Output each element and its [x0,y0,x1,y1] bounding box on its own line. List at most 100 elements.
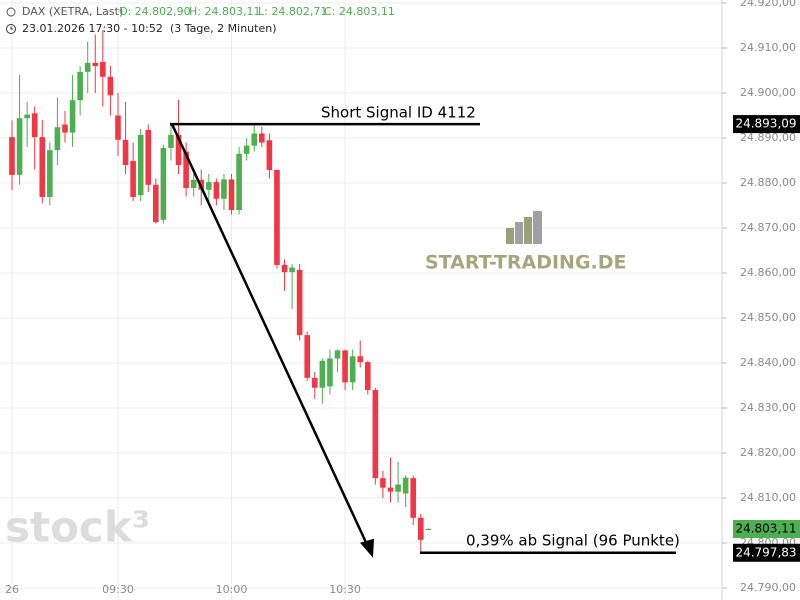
candle-body [206,182,212,190]
x-tick-label: 10:30 [329,583,361,596]
candle-body [243,145,250,154]
y-tick-label: 24.790,00 [740,581,796,594]
candle-body [47,150,53,197]
candle-body [319,360,326,388]
arrow-head [360,538,374,558]
candle-body [39,137,46,197]
logo-bar [506,228,514,244]
candle-body [372,389,379,479]
candle-body [349,356,356,383]
candle-body [69,100,76,133]
candle-body [402,477,409,494]
candle-body [312,377,318,388]
candle-body [137,134,144,196]
candle-body [281,264,288,273]
candle-body [31,113,38,138]
candle-body [122,139,129,166]
price-badge [733,115,800,134]
candle-body [296,269,303,336]
annotation: Short Signal ID 4112 [321,104,476,122]
candle-body [327,358,333,387]
candle-body [259,133,265,143]
clock-icon [10,26,13,30]
candle-body [357,356,364,363]
candle-body [380,478,386,488]
y-tick-label: 24.920,00 [740,0,796,9]
clock-icon [6,24,16,34]
candle-body [62,124,68,133]
logo-bar [524,217,532,244]
candle-body [54,127,61,151]
candle-body [395,484,401,492]
candle-body [84,62,91,72]
candle-body [130,160,136,197]
y-tick-label: 24.840,00 [740,356,796,369]
ohlc-value: O: 24.802,90 [119,5,191,18]
x-tick-label: 10:00 [216,583,248,596]
y-tick-label: 24.880,00 [740,176,796,189]
y-tick-label: 24.890,00 [740,131,796,144]
y-tick-label: 24.910,00 [740,41,796,54]
price-badge [733,543,800,562]
logo-bar [533,211,542,244]
candle-body [410,478,417,518]
y-tick-label: 24.830,00 [740,401,796,414]
watermark-logo [506,211,542,244]
candle-body [153,184,159,223]
arrow-line [170,123,370,548]
y-tick-label: 24.860,00 [740,266,796,279]
candle-body [342,350,348,383]
candle-body [190,179,197,188]
instrument: DAX (XETRA, Last) [22,5,123,18]
candle-body [274,169,280,265]
candle-body [100,61,106,77]
candle-body [334,350,341,359]
candle-body [160,147,167,220]
candle-body [77,71,83,101]
candle-body [92,62,99,67]
candle-body [228,179,235,211]
candle-body [145,129,152,185]
candle-body [417,517,424,540]
annotation: 0,39% ab Signal (96 Punkte) [466,531,680,549]
candle-body [115,115,121,140]
period: 23.01.2026 17:30 - 10:52 [22,22,163,35]
y-tick-label: 24.850,00 [740,311,796,324]
x-tick-label: 09:30 [102,583,134,596]
logo: stock³ [5,503,150,552]
candle-body [221,179,227,199]
candle-body [425,528,432,530]
y-tick-label: 24.870,00 [740,221,796,234]
candle-body [266,140,273,170]
candle-body [251,133,258,146]
ohlc-value: C: 24.803,11 [324,5,395,18]
candle-body [107,76,114,96]
icon [6,7,16,17]
price-badge-label: 24.797,83 [735,545,796,559]
logo-bar [515,222,523,244]
price-badge-label: 24.893,09 [735,117,796,131]
price-badge [733,519,800,538]
candle-body [183,151,189,188]
grid [0,0,722,600]
candle-body [213,182,220,199]
candle-body [236,153,242,211]
candle-body [9,137,15,175]
y-tick-label: 24.820,00 [740,446,796,459]
ohlc-value: L: 24.802,71 [258,5,327,18]
candle-body [16,118,23,175]
candle-body [387,487,394,492]
price-badge-label: 24.803,11 [735,521,796,535]
ohlc-value: H: 24.803,11 [189,5,260,18]
candle-body [24,114,30,119]
y-tick-label: 24.900,00 [740,86,796,99]
y-tick-label: 24.810,00 [740,491,796,504]
candle-body [364,362,371,390]
watermark: START-TRADING.DE [425,252,627,274]
candle-body [289,267,295,273]
candle-body [304,335,311,378]
candle-body [168,134,174,148]
x-tick-label: 26 [5,583,19,596]
